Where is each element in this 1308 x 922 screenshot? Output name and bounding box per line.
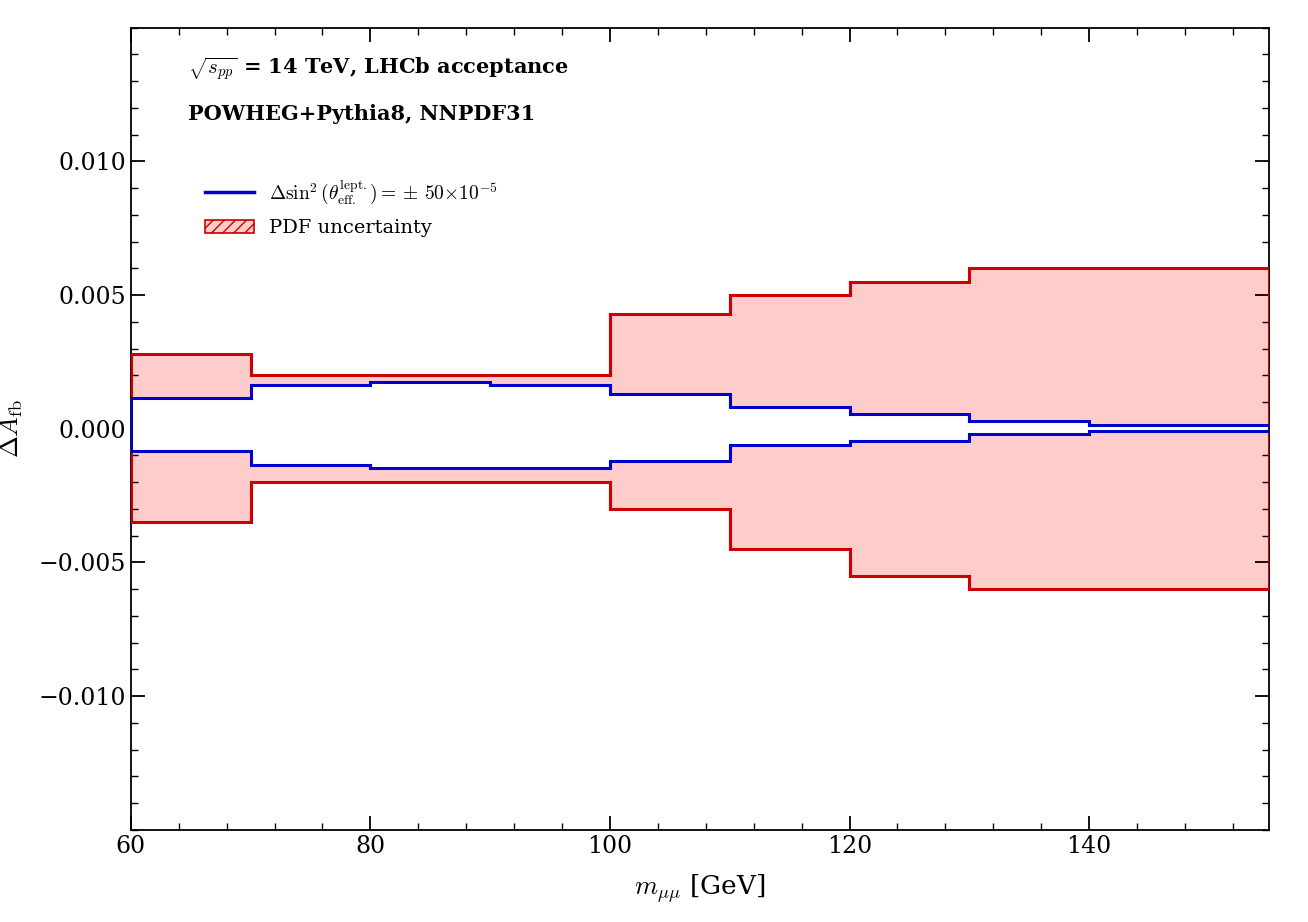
- Polygon shape: [131, 268, 1269, 589]
- X-axis label: $m_{\mu\mu}$ [GeV]: $m_{\mu\mu}$ [GeV]: [634, 871, 765, 904]
- Y-axis label: $\Delta A_{\mathrm{fb}}$: $\Delta A_{\mathrm{fb}}$: [0, 399, 25, 458]
- Text: POWHEG+Pythia8, NNPDF31: POWHEG+Pythia8, NNPDF31: [188, 104, 535, 124]
- Text: $\sqrt{s_{pp}}$ = 14 TeV, LHCb acceptance: $\sqrt{s_{pp}}$ = 14 TeV, LHCb acceptanc…: [188, 55, 569, 83]
- Polygon shape: [131, 382, 1269, 467]
- Legend: $\Delta \sin^{2}(\theta_{\mathrm{eff.}}^{\mathrm{lept.}}) = \pm\, 50{\times}10^{: $\Delta \sin^{2}(\theta_{\mathrm{eff.}}^…: [198, 170, 506, 245]
